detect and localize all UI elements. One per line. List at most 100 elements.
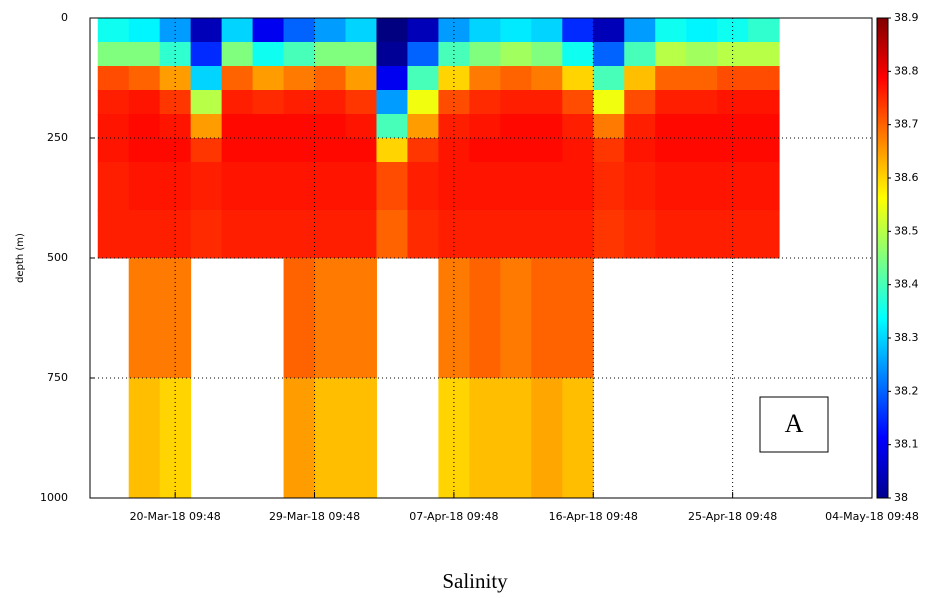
cell	[469, 378, 501, 499]
cell	[97, 42, 130, 67]
cell	[221, 138, 254, 163]
cell	[500, 114, 532, 139]
cell	[283, 66, 316, 91]
cell	[531, 210, 563, 259]
cell	[500, 378, 532, 499]
cell	[314, 114, 347, 139]
cell	[314, 378, 347, 499]
cell	[407, 90, 439, 115]
cell	[531, 18, 563, 43]
cell	[97, 162, 130, 211]
cell	[624, 114, 656, 139]
colorbar-tick-label: 38.3	[894, 331, 919, 344]
cell	[314, 90, 347, 115]
cell	[624, 162, 656, 211]
cell	[128, 162, 161, 211]
cell	[562, 90, 594, 115]
cell	[376, 18, 408, 43]
cell	[686, 42, 718, 67]
cell	[345, 114, 377, 139]
cell	[128, 258, 161, 379]
cell	[531, 162, 563, 211]
cell	[624, 138, 656, 163]
y-tick-label: 250	[47, 131, 68, 144]
cell	[686, 90, 718, 115]
cell	[500, 18, 532, 43]
cell	[748, 66, 780, 91]
cell	[252, 90, 285, 115]
cell	[345, 258, 377, 379]
cell	[190, 210, 223, 259]
cell	[593, 42, 625, 67]
cell	[655, 18, 687, 43]
cell	[221, 210, 254, 259]
cell	[128, 114, 161, 139]
cell	[686, 138, 718, 163]
cell	[345, 90, 377, 115]
cell	[97, 18, 130, 43]
cell	[128, 378, 161, 499]
cell	[469, 258, 501, 379]
colorbar-tick-label: 38.1	[894, 438, 919, 451]
cell	[748, 90, 780, 115]
colorbar-tick-label: 38.4	[894, 278, 919, 291]
cell	[748, 210, 780, 259]
cell	[128, 210, 161, 259]
cell	[345, 162, 377, 211]
cell	[469, 90, 501, 115]
cell	[562, 162, 594, 211]
cell	[500, 66, 532, 91]
cell	[221, 114, 254, 139]
cell	[252, 138, 285, 163]
cell	[97, 138, 130, 163]
annotation-box	[759, 396, 829, 453]
x-tick-label: 04-May-18 09:48	[825, 510, 919, 523]
cell	[655, 90, 687, 115]
cell	[283, 42, 316, 67]
colorbar	[876, 17, 889, 499]
cell	[221, 66, 254, 91]
cell	[283, 90, 316, 115]
cell	[190, 138, 223, 163]
colorbar-tick-label: 38.2	[894, 384, 919, 397]
cell	[531, 66, 563, 91]
cell	[593, 18, 625, 43]
cell	[314, 138, 347, 163]
cell	[376, 138, 408, 163]
plot-frame	[89, 17, 873, 499]
cell	[128, 90, 161, 115]
cells	[97, 18, 780, 499]
cell	[252, 114, 285, 139]
cell	[128, 18, 161, 43]
cell	[221, 42, 254, 67]
cell	[469, 18, 501, 43]
cell	[407, 162, 439, 211]
cell	[97, 114, 130, 139]
cell	[500, 210, 532, 259]
colorbar-tick-label: 38.8	[894, 64, 919, 77]
cell	[624, 210, 656, 259]
cell	[655, 114, 687, 139]
cell	[283, 258, 316, 379]
cell	[283, 162, 316, 211]
colorbar-tick-label: 38.6	[894, 171, 919, 184]
cell	[128, 42, 161, 67]
cell	[655, 66, 687, 91]
cell	[562, 210, 594, 259]
cell	[407, 210, 439, 259]
cell	[624, 90, 656, 115]
cell	[345, 138, 377, 163]
cell	[469, 42, 501, 67]
cell	[748, 114, 780, 139]
y-tick-label: 0	[61, 11, 68, 24]
cell	[686, 210, 718, 259]
cell	[531, 378, 563, 499]
cell	[655, 42, 687, 67]
cell	[500, 90, 532, 115]
cell	[469, 66, 501, 91]
cell	[376, 90, 408, 115]
cell	[376, 66, 408, 91]
cell	[97, 66, 130, 91]
